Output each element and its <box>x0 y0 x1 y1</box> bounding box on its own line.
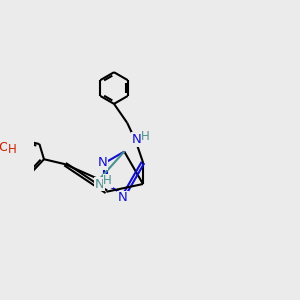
Text: H: H <box>8 143 16 157</box>
Text: H: H <box>103 174 112 187</box>
Text: N: N <box>98 156 107 169</box>
Text: N: N <box>132 133 142 146</box>
Text: N: N <box>118 191 128 205</box>
Text: H: H <box>141 130 150 142</box>
Text: N: N <box>94 178 104 191</box>
Text: O: O <box>0 141 9 154</box>
